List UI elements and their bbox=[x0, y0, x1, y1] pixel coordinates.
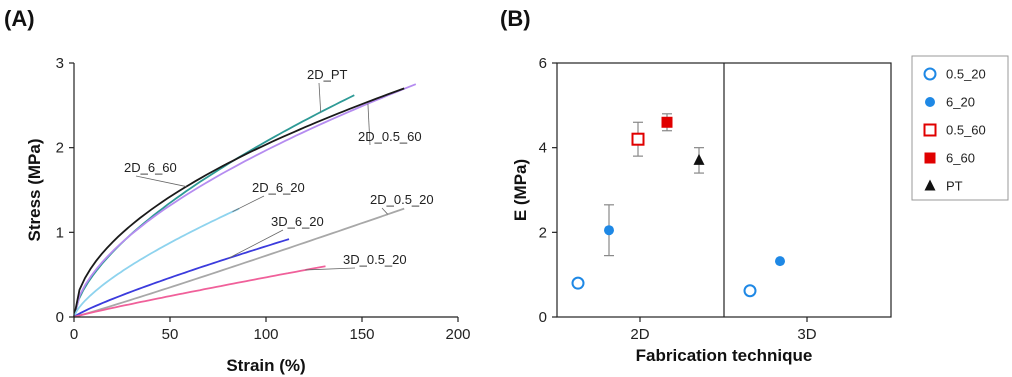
data-point-0-5-60 bbox=[631, 132, 645, 146]
series-annotation-label: 3D_6_20 bbox=[271, 214, 324, 229]
annotation-leader bbox=[135, 175, 187, 187]
x-tick-label: 2D bbox=[630, 326, 649, 343]
legend-label: 0.5_60 bbox=[946, 123, 986, 138]
legend-label: 6_20 bbox=[946, 95, 975, 110]
y-axis-title: E (MPa) bbox=[511, 159, 530, 221]
annotation-leader bbox=[228, 229, 284, 259]
legend-marker bbox=[924, 152, 936, 164]
annotation-leader bbox=[367, 103, 371, 146]
legend-label: PT bbox=[946, 179, 963, 194]
stress-strain-axes: 0 50 100 150 200 0 1 2 3 bbox=[56, 55, 471, 343]
legend-marker bbox=[925, 97, 935, 107]
series-line-3d-6-20 bbox=[73, 238, 290, 318]
data-point-PT bbox=[693, 153, 705, 165]
y-tick-label: 1 bbox=[56, 224, 64, 241]
series-line-2d-6-20 bbox=[73, 207, 240, 318]
stress-strain-series-group bbox=[73, 83, 417, 318]
series-line-3d-0-5-20 bbox=[73, 265, 326, 318]
data-point-6-20 bbox=[604, 225, 614, 236]
y-tick-label: 4 bbox=[539, 140, 547, 157]
series-annotation-label: 2D_0.5_20 bbox=[370, 192, 434, 207]
legend-marker bbox=[923, 123, 937, 137]
stress-strain-chart: 2D_PT 2D_0.5_60 2D_6_60 2D_6_20 3D_6_20 2D_0.… bbox=[25, 55, 471, 375]
y-tick-label: 2 bbox=[56, 140, 64, 157]
y-axis-title: Stress (MPa) bbox=[25, 139, 44, 242]
data-point-6-20 bbox=[775, 256, 785, 267]
annotation-leader bbox=[305, 267, 356, 271]
series-line-2d-0-5-60 bbox=[73, 83, 417, 318]
series-line-2d-6-60 bbox=[73, 87, 405, 318]
annotation-leader bbox=[232, 195, 265, 213]
data-point-0-5-20 bbox=[571, 276, 585, 290]
y-tick-label: 0 bbox=[56, 309, 64, 326]
annotation-leader bbox=[318, 82, 322, 113]
modulus-axes: 0 2 4 6 2D 3D bbox=[539, 55, 817, 343]
x-tick-label: 100 bbox=[253, 326, 278, 343]
x-tick-label: 0 bbox=[70, 326, 78, 343]
legend-marker bbox=[923, 67, 937, 81]
series-annotation-label: 2D_6_60 bbox=[124, 160, 177, 175]
legend: 0.5_20 6_20 0.5_60 6_60 PT bbox=[911, 55, 1009, 201]
y-tick-label: 6 bbox=[539, 55, 547, 72]
modulus-scatter-chart: 0 2 4 6 2D 3D Fabrication technique E (MPa) bbox=[511, 55, 892, 365]
x-tick-label: 3D bbox=[797, 326, 816, 343]
x-axis-title: Strain (%) bbox=[226, 356, 305, 375]
annotation-leader bbox=[381, 207, 389, 215]
series-annotation-label: 2D_0.5_60 bbox=[358, 129, 422, 144]
data-point-6-60 bbox=[661, 116, 673, 128]
x-tick-label: 50 bbox=[162, 326, 179, 343]
x-axis-title: Fabrication technique bbox=[636, 346, 813, 365]
data-point-0-5-20 bbox=[743, 284, 757, 298]
series-annotation-label: 2D_6_20 bbox=[252, 180, 305, 195]
panel-label-a: (A) bbox=[4, 6, 35, 31]
series-annotation-label: 2D_PT bbox=[307, 67, 348, 82]
x-tick-label: 150 bbox=[349, 326, 374, 343]
series-annotation-label: 3D_0.5_20 bbox=[343, 252, 407, 267]
legend-marker bbox=[924, 179, 936, 191]
legend-label: 0.5_20 bbox=[946, 67, 986, 82]
panel-label-b: (B) bbox=[500, 6, 531, 31]
legend-label: 6_60 bbox=[946, 151, 975, 166]
y-tick-label: 3 bbox=[56, 55, 64, 72]
series-annotations: 2D_PT 2D_0.5_60 2D_6_60 2D_6_20 3D_6_20 2D_0.… bbox=[124, 67, 434, 271]
y-tick-label: 0 bbox=[539, 309, 547, 326]
modulus-points-group bbox=[571, 113, 785, 298]
series-line-2d-0-5-20 bbox=[73, 207, 405, 318]
y-tick-label: 2 bbox=[539, 224, 547, 241]
x-tick-label: 200 bbox=[445, 326, 470, 343]
